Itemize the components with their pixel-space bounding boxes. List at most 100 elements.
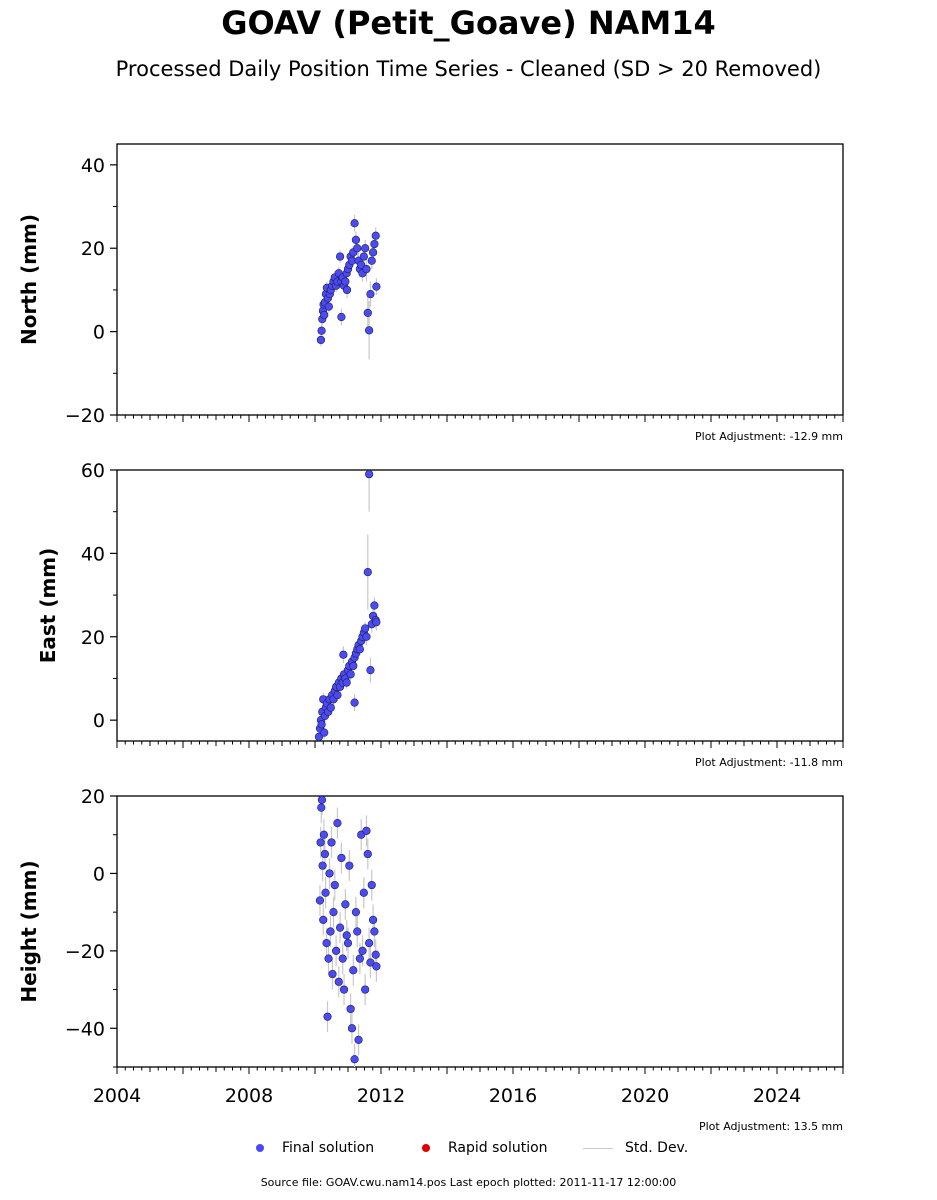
plot-adjustment-note: Plot Adjustment: 13.5 mm: [699, 1120, 843, 1133]
data-point: [366, 289, 375, 299]
plot-frame: [116, 795, 844, 1068]
data-point: [320, 310, 329, 320]
x-tick-label: 2016: [489, 1085, 537, 1107]
data-point: [319, 830, 329, 839]
data-point: [329, 908, 338, 917]
data-point: [371, 950, 380, 959]
data-point: [337, 312, 346, 322]
data-point: [334, 977, 343, 986]
data-point: [354, 1035, 363, 1044]
data-point: [332, 946, 341, 955]
data-point: [362, 264, 371, 274]
panel-1: −20 0 20 40 North (mm) Plot Adjustment: -12.9…: [17, 143, 844, 443]
legend-label-rapid: Rapid solution: [448, 1140, 548, 1156]
data-point: [365, 470, 374, 479]
data-point: [366, 666, 375, 675]
data-point: [346, 670, 355, 679]
data-point: [361, 985, 370, 994]
y-tick-label: 20: [81, 238, 105, 260]
data-point: [362, 632, 371, 641]
x-tick-label: 2020: [621, 1085, 669, 1107]
data-point: [370, 927, 379, 936]
data-point: [319, 915, 328, 924]
data-point: [343, 939, 353, 948]
source-footer: Source file: GOAV.cwu.nam14.pos Last epo…: [260, 1176, 677, 1189]
y-tick-label: 0: [93, 863, 105, 885]
data-point: [341, 900, 350, 909]
data-point: [355, 645, 364, 654]
legend-label-std: Std. Dev.: [625, 1140, 689, 1156]
data-point: [363, 568, 372, 577]
x-tick-label: 2012: [357, 1085, 405, 1107]
data-point: [317, 720, 326, 729]
data-point: [325, 869, 334, 878]
data-point: [317, 795, 327, 804]
plot-adjustment-note: Plot Adjustment: -12.9 mm: [695, 430, 843, 443]
data-point: [324, 954, 333, 963]
data-point: [363, 308, 372, 317]
legend-item-rapid: Rapid solution: [422, 1136, 548, 1160]
data-point: [361, 624, 370, 633]
y-tick-label: 20: [81, 627, 105, 649]
data-point: [365, 939, 374, 948]
data-point: [372, 962, 381, 971]
data-point: [342, 931, 351, 940]
data-point: [371, 231, 380, 240]
legend-label-final: Final solution: [282, 1140, 375, 1156]
data-point: [350, 1055, 359, 1064]
data-point: [327, 838, 336, 847]
plot-adjustment-note: Plot Adjustment: -11.8 mm: [695, 756, 843, 769]
data-point: [342, 678, 351, 687]
data-point: [353, 927, 362, 936]
data-point: [349, 661, 358, 671]
data-point: [339, 650, 348, 659]
y-tick-label: 0: [93, 710, 105, 732]
data-point: [351, 908, 361, 917]
panel-2: 0 20 40 60 East (mm) Plot Adjustment: -11.8 m…: [36, 460, 844, 769]
data-point: [315, 896, 325, 905]
data-point: [333, 818, 342, 828]
y-tick-label: 40: [81, 543, 105, 565]
x-tick-label: 2004: [93, 1085, 141, 1107]
data-point: [326, 703, 335, 712]
y-tick-label: −20: [65, 405, 105, 427]
data-point: [367, 880, 376, 890]
y-tick-label: 60: [81, 460, 105, 482]
data-point: [359, 252, 368, 261]
data-point: [316, 838, 325, 847]
plot-frame: [116, 143, 844, 416]
data-point: [324, 302, 333, 311]
y-tick-label: 40: [81, 155, 105, 177]
data-point: [365, 326, 374, 335]
x-tick-label: 2024: [753, 1085, 801, 1107]
data-point: [351, 235, 361, 244]
data-point: [335, 923, 345, 932]
data-point: [359, 888, 368, 897]
data-point: [353, 244, 362, 253]
data-point: [350, 219, 359, 228]
y-tick-label: 0: [93, 322, 105, 344]
data-point: [358, 946, 367, 955]
x-tick-label: 2008: [225, 1085, 273, 1107]
data-point: [368, 915, 378, 924]
legend-item-std: Std. Dev.: [583, 1136, 688, 1160]
data-point: [335, 252, 345, 261]
data-point: [333, 691, 342, 700]
data-point: [349, 966, 358, 975]
data-point: [320, 849, 330, 859]
data-point: [338, 954, 347, 963]
panel-3: −40 −20 0 20 Height (mm) Plot Adjustment: 13.…: [17, 786, 844, 1133]
data-point: [318, 861, 327, 870]
y-axis-label: East (mm): [36, 548, 60, 664]
data-point: [363, 849, 372, 859]
plot-frame: [116, 469, 844, 742]
y-axis-label: North (mm): [17, 214, 41, 345]
chart-title: GOAV (Petit_Goave) NAM14: [221, 4, 716, 42]
data-point: [320, 728, 329, 737]
y-tick-label: −40: [65, 1018, 105, 1040]
data-point: [330, 880, 339, 890]
data-point: [317, 326, 326, 335]
y-axis-label: Height (mm): [17, 860, 41, 1002]
data-point: [361, 244, 370, 253]
